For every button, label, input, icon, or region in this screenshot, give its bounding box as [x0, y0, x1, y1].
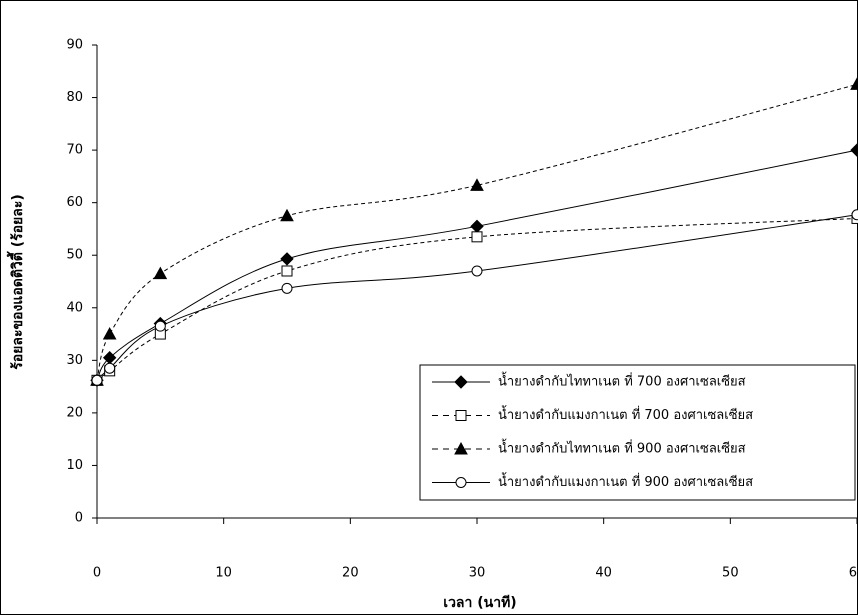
y-tick-label: 60	[66, 195, 83, 210]
y-tick-label: 20	[66, 405, 83, 420]
x-axis-title: เวลา (นาที)	[443, 595, 516, 611]
y-tick-label: 80	[66, 90, 83, 105]
y-tick-label: 30	[66, 353, 83, 368]
legend: น้ำยางดำกับไททาเนต ที่ 700 องศาเซลเซียสน…	[420, 365, 855, 500]
y-tick-label: 70	[66, 143, 83, 158]
x-tick-label: 60	[849, 566, 858, 581]
legend-label: น้ำยางดำกับแมงกาเนต ที่ 700 องศาเซลเซียส	[498, 405, 753, 423]
marker	[282, 266, 292, 276]
x-tick-label: 50	[722, 566, 739, 581]
legend-label: น้ำยางดำกับไททาเนต ที่ 900 องศาเซลเซียส	[498, 439, 746, 457]
marker	[92, 375, 102, 385]
chart-frame	[1, 1, 858, 615]
x-tick-label: 30	[469, 566, 486, 581]
x-tick-label: 0	[93, 566, 101, 581]
marker	[282, 283, 292, 293]
y-tick-label: 90	[66, 38, 83, 53]
y-tick-label: 0	[75, 511, 83, 526]
y-tick-label: 10	[66, 458, 83, 473]
y-tick-label: 50	[66, 248, 83, 263]
x-tick-label: 20	[342, 566, 359, 581]
x-tick-label: 10	[215, 566, 232, 581]
x-tick-label: 40	[595, 566, 612, 581]
marker	[472, 232, 482, 242]
marker	[456, 478, 466, 488]
marker	[456, 411, 466, 421]
chart: เวลา (นาที) ร้อยละของแอดติวิตี้ (ร้อยละ)…	[0, 0, 858, 615]
y-tick-label: 40	[66, 300, 83, 315]
marker	[105, 363, 115, 373]
legend-label: น้ำยางดำกับไททาเนต ที่ 700 องศาเซลเซียส	[498, 372, 746, 390]
legend-label: น้ำยางดำกับแมงกาเนต ที่ 900 องศาเซลเซียส	[498, 472, 753, 490]
marker	[852, 210, 858, 220]
marker	[155, 321, 165, 331]
marker	[472, 266, 482, 276]
page: เวลา (นาที) ร้อยละของแอดติวิตี้ (ร้อยละ)…	[0, 0, 858, 615]
